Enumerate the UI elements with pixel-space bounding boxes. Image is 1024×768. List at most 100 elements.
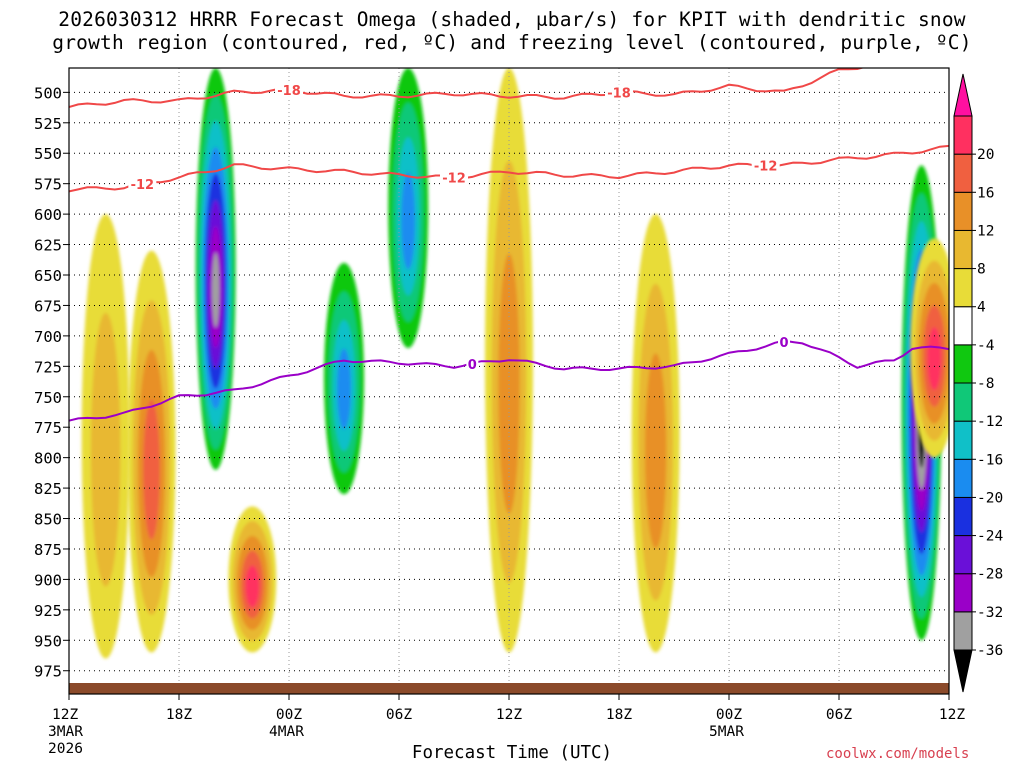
colorbar-segment <box>953 496 973 537</box>
contour-label-dgz_-12: -12 <box>442 172 466 187</box>
x-tick-label-12: 00Z <box>276 707 302 723</box>
contour-label-dgz_-12: -12 <box>754 159 778 174</box>
y-tick-label-500: 500 <box>34 84 62 102</box>
omega-feature-9 <box>910 238 949 458</box>
omega-band--16 <box>401 171 416 270</box>
y-tick-label-975: 975 <box>34 663 62 681</box>
y-tick-label-800: 800 <box>34 450 62 468</box>
contour-label-bg <box>128 176 157 192</box>
x-axis-title: Forecast Time (UTC) <box>411 743 613 763</box>
contour-label-bg <box>466 355 479 371</box>
colorbar-label--16: -16 <box>977 452 1003 468</box>
y-tick-label-925: 925 <box>34 602 62 620</box>
omega-band-12 <box>498 253 520 514</box>
x-tick-label-36: 00Z <box>716 707 742 723</box>
omega-band-16 <box>143 399 160 540</box>
omega-band-20 <box>245 565 260 608</box>
contour-label-bg <box>275 81 303 97</box>
y-tick-label-725: 725 <box>34 358 62 376</box>
colorbar-label--32: -32 <box>977 605 1003 621</box>
colorbar-segment <box>953 382 973 422</box>
colorbar-segment <box>953 191 973 231</box>
colorbar-label-12: 12 <box>977 223 994 239</box>
omega-band-20 <box>927 327 942 390</box>
colorbar-segment <box>953 229 973 270</box>
colorbar-top-arrow <box>953 73 973 117</box>
colorbar-label--8: -8 <box>977 376 994 392</box>
omega-feature-4 <box>324 262 364 495</box>
contour-label-bg <box>751 157 780 173</box>
contour-label-bg <box>605 84 633 100</box>
x-tick-label-6: 18Z <box>166 707 192 723</box>
x-date-label: 4MAR <box>269 724 304 740</box>
grid-lines <box>69 68 949 689</box>
colorbar-segment <box>953 153 973 193</box>
y-tick-label-850: 850 <box>34 511 62 529</box>
contour-freezing_level_0 <box>69 339 949 422</box>
credit-link[interactable]: coolwx.com/models <box>826 746 970 762</box>
colorbar-segment <box>953 344 973 384</box>
colorbar-label--12: -12 <box>977 414 1003 430</box>
contour-label-dgz_-12: -12 <box>131 178 155 193</box>
contour-label-dgz_-18: -18 <box>607 86 631 101</box>
colorbar-label-8: 8 <box>977 262 986 278</box>
colorbar-label-20: 20 <box>977 147 994 163</box>
x-date-label: 5MAR <box>709 724 744 740</box>
y-tick-label-550: 550 <box>34 145 62 163</box>
x-tick-label-24: 12Z <box>496 707 522 723</box>
colorbar-bottom-arrow <box>953 649 973 693</box>
colorbar-label--20: -20 <box>977 490 1003 506</box>
colorbar-segment <box>953 458 973 498</box>
contour-label-dgz_-18: -18 <box>277 84 301 99</box>
colorbar-label--24: -24 <box>977 529 1003 545</box>
omega-band-8 <box>90 312 121 587</box>
y-tick-label-525: 525 <box>34 115 62 133</box>
omega-band--32 <box>211 252 220 328</box>
omega-feature-5 <box>388 68 429 349</box>
y-tick-label-575: 575 <box>34 176 62 194</box>
y-tick-label-875: 875 <box>34 541 62 559</box>
x-tick-label-48: 12Z <box>939 707 965 723</box>
omega-feature-3 <box>228 506 277 653</box>
colorbar-segment <box>953 306 973 346</box>
colorbar-label-4: 4 <box>977 300 986 316</box>
y-tick-label-700: 700 <box>34 328 62 346</box>
colorbar-segment <box>953 420 973 460</box>
colorbar-segment <box>953 573 973 613</box>
omega-band-12 <box>645 353 667 549</box>
chart-title-line-1: 2026030312 HRRR Forecast Omega (shaded, … <box>58 8 966 31</box>
colorbar-segment <box>953 268 973 308</box>
x-year-label: 2026 <box>48 741 83 757</box>
chart-title-line-2: growth region (contoured, red, ºC) and f… <box>52 31 972 54</box>
colorbar-label--28: -28 <box>977 567 1003 583</box>
y-tick-label-675: 675 <box>34 297 62 315</box>
colorbar-segment <box>953 115 973 155</box>
y-tick-label-950: 950 <box>34 632 62 650</box>
omega-feature-1 <box>127 250 176 653</box>
omega-feature-7 <box>631 214 680 653</box>
y-tick-label-600: 600 <box>34 206 62 224</box>
x-tick-label-18: 06Z <box>386 707 412 723</box>
contour-lines: -18 -18 -12 -12 -12 0 0 <box>69 68 949 422</box>
y-tick-label-775: 775 <box>34 419 62 437</box>
y-tick-label-750: 750 <box>34 389 62 407</box>
contour-label-bg <box>778 333 790 349</box>
contour-label-freezing_level_0: 0 <box>779 336 788 351</box>
omega-band--16 <box>337 348 351 430</box>
contour-dgz_-18 <box>69 68 865 109</box>
x-tick-label-0: 12Z <box>52 707 78 723</box>
y-tick-label-650: 650 <box>34 267 62 285</box>
colorbar-label--4: -4 <box>977 338 995 354</box>
colorbar: -36 -32 -28 -24 -20 -16 -12 -8 -4 4 8 12 16 20 <box>953 73 1003 693</box>
y-tick-label-825: 825 <box>34 480 62 498</box>
contour-label-bg <box>440 169 468 185</box>
contour-dgz_-12 <box>69 144 949 193</box>
omega-feature-2 <box>195 68 236 470</box>
colorbar-label--36: -36 <box>977 643 1003 659</box>
colorbar-segment <box>953 611 973 651</box>
x-date-label: 3MAR <box>48 724 83 740</box>
y-tick-label-900: 900 <box>34 571 62 589</box>
contour-label-freezing_level_0: 0 <box>468 358 477 373</box>
